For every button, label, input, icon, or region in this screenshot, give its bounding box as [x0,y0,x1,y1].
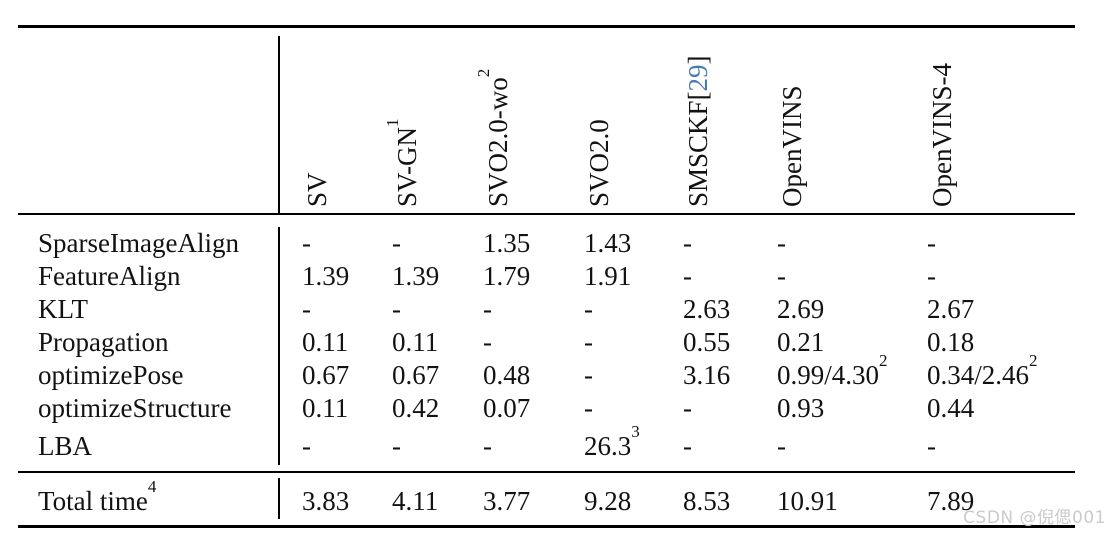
cell: - [483,431,492,461]
column-header-label: SVO2.0 [584,119,614,207]
table-row: SparseImageAlign - - 1.35 1.43 - - - [0,227,1112,259]
column-divider-header [278,36,280,213]
total-cell: 3.77 [483,486,531,516]
cell: - [584,360,593,390]
footnote-marker: 2 [879,350,888,370]
column-header-label: OpenVINS-4 [927,63,957,207]
cell: 0.67 [392,360,440,390]
table-row: LBA - - - 26.33 - - - [0,421,1112,462]
table-mid-rule [18,471,1075,473]
footnote-marker: 2 [1029,350,1038,370]
row-label: LBA [38,431,92,461]
cell: - [584,294,593,324]
cell: 0.44 [927,393,975,423]
total-cell: 9.28 [584,486,632,516]
cell: 0.93 [777,393,825,423]
cell: 2.69 [777,294,825,324]
cell: 0.55 [683,327,731,357]
cell: - [392,431,401,461]
cell: 0.07 [483,393,531,423]
cell: 1.91 [584,261,632,291]
column-header-label: ] [683,55,713,65]
cell: - [302,228,311,258]
cell: - [683,431,692,461]
cell: 3.16 [683,360,731,390]
cell: 0.11 [302,393,349,423]
table-row: Propagation 0.11 0.11 - - 0.55 0.21 0.18 [0,326,1112,358]
cell: 0.11 [392,327,439,357]
column-divider-body [278,227,280,465]
table-bottom-rule [18,525,1075,528]
cell: 1.43 [584,228,632,258]
total-cell: 4.11 [392,486,439,516]
cell: - [584,327,593,357]
row-label: KLT [38,294,89,324]
total-row: Total time4 3.83 4.11 3.77 9.28 8.53 10.… [0,476,1112,517]
cell: 26.33 [584,421,640,462]
cell: - [302,294,311,324]
total-cell: 10.91 [777,486,838,516]
cell: 1.39 [392,261,440,291]
cell: 1.35 [483,228,531,258]
cell: 1.39 [302,261,350,291]
table-row: KLT - - - - 2.63 2.69 2.67 [0,293,1112,325]
total-time-label: Total time4 [38,476,157,517]
column-header-label: SV [302,172,332,207]
column-header-label: SMSCKF[ [683,91,713,207]
cell: 2.63 [683,294,731,324]
total-cell: 7.89 [927,486,975,516]
cell: - [683,393,692,423]
cell: 0.34/2.462 [927,350,1038,391]
cell: - [683,228,692,258]
cell: 0.67 [302,360,350,390]
cell: 1.79 [483,261,531,291]
row-label: FeatureAlign [38,261,181,291]
cell: 0.42 [392,393,440,423]
csdn-watermark: CSDN @倪偲001 [963,508,1106,528]
footnote-marker: 2 [473,68,493,78]
row-label: Propagation [38,327,169,357]
table-row: FeatureAlign 1.39 1.39 1.79 1.91 - - - [0,260,1112,292]
cell: - [683,261,692,291]
column-header-label: SVO2.0-wo [483,77,513,207]
total-cell: 3.83 [302,486,350,516]
cell: - [302,431,311,461]
cell: - [927,431,936,461]
cell: - [584,393,593,423]
citation-link-29[interactable]: 29 [683,64,713,92]
cell: - [777,261,786,291]
cell: 0.11 [302,327,349,357]
cell: - [483,294,492,324]
footnote-marker: 4 [147,476,157,496]
cell: 0.18 [927,327,975,357]
table-row: optimizeStructure 0.11 0.42 0.07 - - 0.9… [0,392,1112,424]
total-cell: 8.53 [683,486,731,516]
cell: - [392,294,401,324]
cell: - [483,327,492,357]
cell: - [927,261,936,291]
table-header-rule [18,213,1075,215]
table-top-rule [18,25,1075,28]
cell: - [927,228,936,258]
footnote-marker: 3 [631,421,640,441]
cell: 0.21 [777,327,825,357]
cell: 0.48 [483,360,531,390]
row-label: SparseImageAlign [38,228,239,258]
cell: 0.99/4.302 [777,350,888,391]
cell: 2.67 [927,294,975,324]
column-divider-footer [278,478,280,519]
row-label: optimizePose [38,360,184,390]
cell: - [392,228,401,258]
footnote-marker: 1 [382,118,402,127]
cell: - [777,228,786,258]
row-label: optimizeStructure [38,393,232,423]
table-row: optimizePose 0.67 0.67 0.48 - 3.16 0.99/… [0,350,1112,391]
cell: - [777,431,786,461]
column-header-label: OpenVINS [777,85,807,208]
column-header-label: SV-GN [392,126,422,207]
